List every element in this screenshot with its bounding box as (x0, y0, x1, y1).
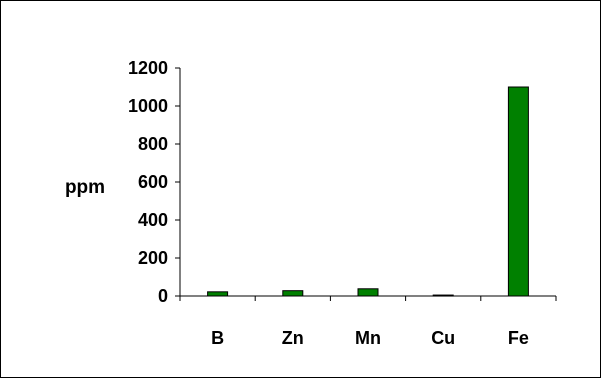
x-tick-label: B (211, 328, 224, 348)
bar-b (207, 291, 229, 297)
x-axis-ticks: B Zn Mn Cu Fe (179, 296, 557, 348)
y-tick-label: 1200 (128, 58, 168, 78)
y-tick-label: 400 (138, 210, 168, 230)
y-axis-label: ppm (65, 177, 105, 198)
y-axis-ticks: 0 200 400 600 800 1000 1200 (128, 58, 180, 306)
y-tick-label: 1000 (128, 96, 168, 116)
x-tick-label: Zn (282, 328, 304, 348)
x-tick-label: Mn (355, 328, 381, 348)
y-tick-label: 800 (138, 134, 168, 154)
y-tick-label: 0 (158, 286, 168, 306)
bar-zn (282, 290, 304, 297)
bars (207, 86, 529, 297)
y-tick-label: 600 (138, 172, 168, 192)
y-tick-label: 200 (138, 248, 168, 268)
bar-fe (507, 86, 529, 297)
x-tick-label: Cu (431, 328, 455, 348)
x-tick-label: Fe (508, 328, 529, 348)
bar-mn (357, 288, 379, 297)
